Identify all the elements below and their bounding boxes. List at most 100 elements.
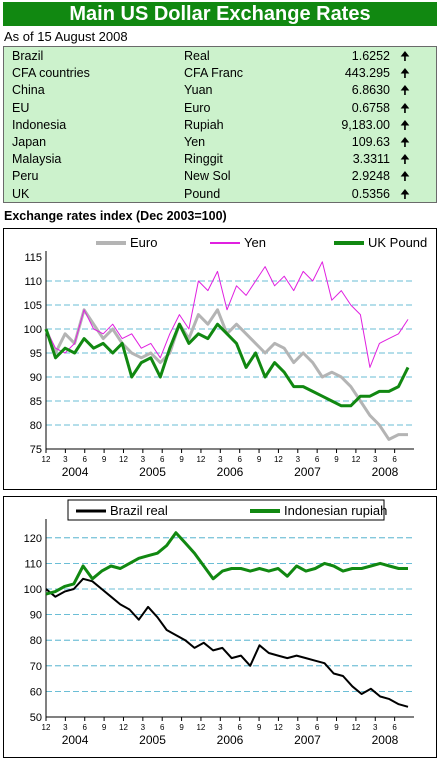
y-tick-label: 110 bbox=[24, 558, 42, 570]
y-tick-label: 70 bbox=[30, 661, 42, 673]
x-tick-label: 6 bbox=[315, 455, 320, 464]
up-arrow-icon: 🠉 bbox=[400, 135, 410, 149]
up-arrow-icon: 🠉 bbox=[400, 83, 410, 98]
legend-label: Brazil real bbox=[110, 503, 168, 518]
rate-row: Indonesia Rupiah 9,183.00 🠉 bbox=[4, 117, 436, 134]
y-tick-label: 90 bbox=[30, 610, 42, 622]
year-label: 2006 bbox=[217, 733, 244, 747]
year-label: 2008 bbox=[372, 465, 399, 479]
legend-label: UK Pound bbox=[368, 235, 427, 250]
year-label: 2004 bbox=[62, 733, 89, 747]
rate-row: Brazil Real 1.6252 🠉 bbox=[4, 48, 436, 65]
x-tick-label: 3 bbox=[141, 723, 146, 732]
up-arrow-icon: 🠉 bbox=[400, 169, 410, 184]
legend-label: Euro bbox=[130, 235, 157, 250]
rate-value: 0.5356 bbox=[351, 186, 390, 201]
x-tick-label: 12 bbox=[274, 723, 283, 732]
x-tick-label: 3 bbox=[373, 723, 378, 732]
year-label: 2005 bbox=[139, 733, 166, 747]
year-label: 2005 bbox=[139, 465, 166, 479]
y-tick-label: 110 bbox=[24, 276, 42, 288]
y-tick-label: 80 bbox=[30, 635, 42, 647]
x-tick-label: 12 bbox=[119, 455, 128, 464]
x-tick-label: 3 bbox=[218, 723, 223, 732]
y-tick-label: 85 bbox=[30, 396, 42, 408]
year-label: 2004 bbox=[62, 465, 89, 479]
x-tick-label: 3 bbox=[63, 455, 68, 464]
x-tick-label: 6 bbox=[160, 455, 165, 464]
x-tick-label: 3 bbox=[373, 455, 378, 464]
rate-row: UK Pound 0.5356 🠉 bbox=[4, 186, 436, 203]
country-name: Brazil bbox=[12, 49, 44, 63]
x-tick-label: 3 bbox=[296, 723, 301, 732]
rate-row: China Yuan 6.8630 🠉 bbox=[4, 82, 436, 99]
rate-value: 6.8630 bbox=[351, 83, 390, 98]
series-line bbox=[45, 261, 409, 368]
y-tick-label: 60 bbox=[30, 686, 42, 698]
x-tick-label: 9 bbox=[179, 455, 184, 464]
legend-label: Indonesian rupiah bbox=[284, 503, 387, 518]
year-label: 2007 bbox=[294, 733, 321, 747]
rate-row: Malaysia Ringgit 3.3311 🠉 bbox=[4, 151, 436, 168]
up-arrow-icon: 🠉 bbox=[400, 186, 410, 201]
up-arrow-icon: 🠉 bbox=[400, 100, 410, 115]
y-tick-label: 120 bbox=[24, 533, 42, 545]
x-tick-label: 12 bbox=[274, 455, 283, 464]
page-title: Main US Dollar Exchange Rates bbox=[3, 2, 437, 26]
currency-name: Yen bbox=[184, 135, 206, 149]
up-arrow-icon: 🠉 bbox=[400, 117, 410, 132]
index-chart-major-currencies: 75 80 85 90 95 100 105 110 115 12 3 6 9 12 3 6 9 12 3 6 9 12 3… bbox=[3, 228, 437, 490]
country-name: China bbox=[12, 83, 45, 98]
country-name: CFA countries bbox=[12, 66, 90, 81]
series-line bbox=[44, 322, 410, 408]
x-tick-label: 9 bbox=[257, 455, 262, 464]
x-tick-label: 12 bbox=[119, 723, 128, 732]
rate-value: 9,183.00 bbox=[341, 117, 390, 132]
rate-row: Peru New Sol 2.9248 🠉 bbox=[4, 168, 436, 185]
y-tick-label: 80 bbox=[30, 420, 42, 432]
x-tick-label: 6 bbox=[315, 723, 320, 732]
index-chart-real-rupiah: 50 60 70 80 90 100 110 120 12 3 6 9 12 3 6 9 12 3 6 9 12 3 6 9 1… bbox=[3, 496, 437, 758]
x-tick-label: 6 bbox=[160, 723, 165, 732]
x-tick-label: 12 bbox=[42, 455, 51, 464]
x-tick-label: 12 bbox=[351, 723, 360, 732]
rates-table: Brazil Real 1.6252 🠉 CFA countries CFA Franc 4… bbox=[3, 46, 437, 203]
country-name: Peru bbox=[12, 169, 39, 184]
x-tick-label: 6 bbox=[392, 455, 397, 464]
y-tick-label: 100 bbox=[24, 584, 42, 596]
currency-name: New Sol bbox=[184, 169, 231, 184]
y-tick-label: 50 bbox=[30, 712, 42, 724]
rate-value: 443.295 bbox=[344, 66, 390, 81]
y-tick-label: 105 bbox=[24, 300, 42, 312]
rate-row: Japan Yen 109.63 🠉 bbox=[4, 134, 436, 151]
series-line bbox=[45, 531, 408, 596]
as-of-date: As of 15 August 2008 bbox=[4, 29, 128, 44]
x-tick-label: 3 bbox=[218, 455, 223, 464]
year-label: 2008 bbox=[372, 733, 399, 747]
x-tick-label: 6 bbox=[237, 455, 242, 464]
rate-row: CFA countries CFA Franc 443.295 🠉 bbox=[4, 65, 436, 82]
up-arrow-icon: 🠉 bbox=[400, 49, 410, 63]
x-tick-label: 3 bbox=[63, 723, 68, 732]
rate-row: EU Euro 0.6758 🠉 bbox=[4, 100, 436, 117]
y-tick-label: 75 bbox=[30, 444, 42, 456]
x-tick-label: 6 bbox=[83, 723, 88, 732]
currency-name: CFA Franc bbox=[184, 66, 244, 81]
x-tick-label: 3 bbox=[296, 455, 301, 464]
currency-name: Pound bbox=[184, 186, 221, 201]
series-line bbox=[45, 577, 409, 708]
chart-svg: 75 80 85 90 95 100 105 110 115 12 3 6 9 12 3 6 9 12 3 6 9 12 3… bbox=[24, 235, 428, 479]
currency-name: Euro bbox=[184, 100, 211, 115]
x-tick-label: 9 bbox=[257, 723, 262, 732]
legend-box bbox=[67, 499, 385, 521]
country-name: EU bbox=[12, 100, 30, 115]
x-tick-label: 9 bbox=[334, 455, 339, 464]
x-tick-label: 9 bbox=[102, 455, 107, 464]
country-name: Indonesia bbox=[12, 117, 67, 132]
country-name: Malaysia bbox=[12, 152, 62, 167]
x-tick-label: 6 bbox=[237, 723, 242, 732]
y-tick-label: 115 bbox=[24, 252, 42, 264]
rate-value: 109.63 bbox=[351, 135, 390, 149]
rate-value: 1.6252 bbox=[351, 49, 390, 63]
year-label: 2006 bbox=[217, 465, 244, 479]
